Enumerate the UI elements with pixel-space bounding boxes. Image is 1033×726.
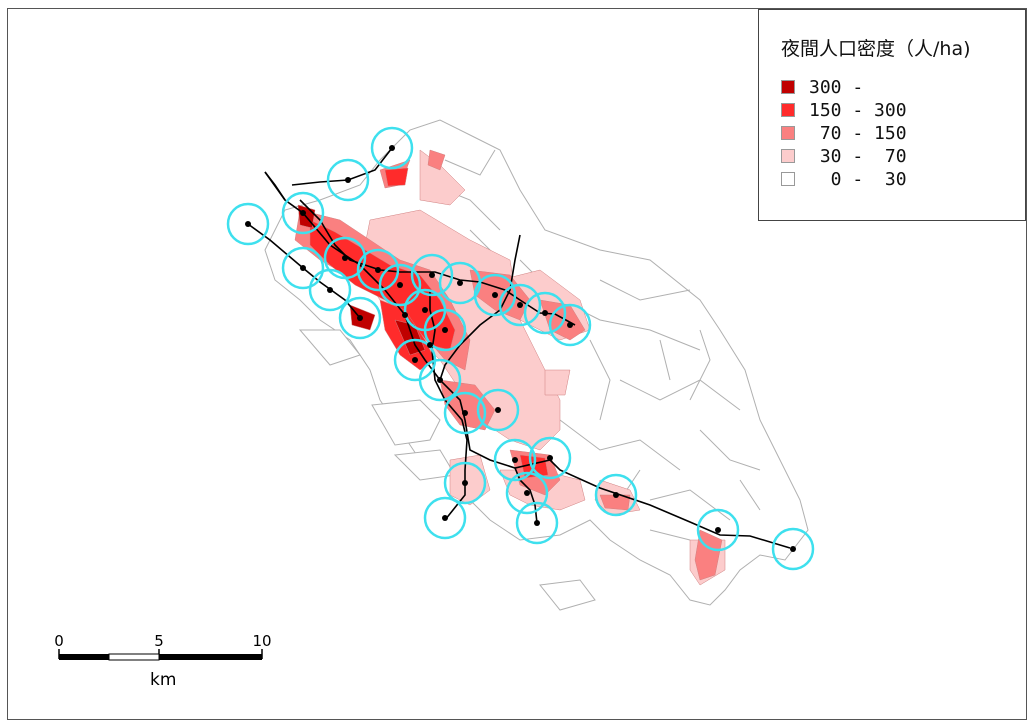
- station-buffer: [548, 303, 592, 347]
- legend-label: 30 - 70: [809, 145, 907, 167]
- station-point: [790, 546, 796, 552]
- station-buffer: [323, 236, 367, 280]
- station-point: [542, 310, 548, 316]
- scale-unit: km: [150, 670, 177, 690]
- station-buffer: [528, 436, 572, 480]
- station-point: [495, 407, 501, 413]
- legend: 夜間人口密度（人/ha) 300 - 150 - 300 70 - 150 30…: [758, 9, 1026, 221]
- station-point: [345, 177, 351, 183]
- station-point: [389, 145, 395, 151]
- station-buffer: [338, 296, 382, 340]
- scale-tick-label: 5: [154, 632, 164, 650]
- station-point: [245, 221, 251, 227]
- station-point: [567, 322, 573, 328]
- station-buffer: [515, 501, 559, 545]
- station-buffer: [696, 508, 740, 552]
- station-buffer: [356, 248, 400, 292]
- density-zone-light: [544, 369, 571, 396]
- station-buffer: [594, 473, 638, 517]
- legend-label: 150 - 300: [809, 99, 907, 121]
- station-point: [517, 302, 523, 308]
- density-zone-mid: [427, 149, 446, 171]
- station-point: [327, 287, 333, 293]
- station-point: [442, 515, 448, 521]
- station-buffers: [226, 126, 815, 571]
- station-buffer: [410, 253, 454, 297]
- district-boundary-1: [419, 149, 761, 541]
- legend-title: 夜間人口密度（人/ha): [781, 38, 971, 60]
- station-point: [457, 280, 463, 286]
- station-buffer: [771, 527, 815, 571]
- stations: [245, 145, 796, 552]
- density-zone-mid: [439, 379, 496, 431]
- legend-label: 300 -: [809, 76, 864, 98]
- density-zone-high: [384, 167, 409, 187]
- station-point: [437, 377, 443, 383]
- station-point: [613, 492, 619, 498]
- station-point: [715, 527, 721, 533]
- station-buffer: [326, 158, 370, 202]
- scale-tick-label: 0: [54, 632, 64, 650]
- rail-line-7: [264, 171, 286, 201]
- station-buffer: [418, 358, 462, 402]
- station-buffer: [476, 388, 520, 432]
- legend-item-30-70: 30 - 70: [781, 145, 907, 167]
- scale-tick-label: 10: [252, 632, 272, 650]
- station-buffer: [423, 496, 467, 540]
- station-point: [300, 265, 306, 271]
- station-point: [512, 457, 518, 463]
- legend-swatch: [781, 80, 795, 94]
- station-buffer: [226, 202, 270, 246]
- coast-reclaim: [371, 399, 441, 446]
- station-point: [357, 315, 363, 321]
- legend-label: 70 - 150: [809, 122, 907, 144]
- station-buffer: [493, 438, 537, 482]
- coast-reclaim-4: [539, 579, 596, 611]
- scale-bar-graphic: [58, 649, 263, 661]
- station-point: [462, 480, 468, 486]
- station-point: [547, 455, 553, 461]
- station-point: [524, 490, 530, 496]
- scale-bar: 0 5 10 km: [50, 632, 280, 692]
- station-buffer: [370, 126, 414, 170]
- station-point: [442, 327, 448, 333]
- station-point: [534, 520, 540, 526]
- station-buffer: [378, 263, 422, 307]
- station-point: [375, 267, 381, 273]
- rail-line-main: [264, 171, 791, 549]
- coast-reclaim-3: [298, 329, 361, 366]
- station-point: [492, 292, 498, 298]
- station-point: [412, 357, 418, 363]
- legend-swatch: [781, 126, 795, 140]
- station-point: [422, 307, 428, 313]
- station-point: [300, 210, 306, 216]
- station-buffer: [523, 291, 567, 335]
- legend-item-0-30: 0 - 30: [781, 168, 907, 190]
- station-point: [429, 272, 435, 278]
- station-point: [397, 282, 403, 288]
- station-point: [342, 255, 348, 261]
- station-point: [462, 410, 468, 416]
- station-buffer: [473, 273, 517, 317]
- station-point: [402, 312, 408, 318]
- legend-swatch: [781, 103, 795, 117]
- station-buffer: [498, 283, 542, 327]
- station-buffer: [281, 246, 325, 290]
- station-buffer: [505, 471, 549, 515]
- legend-item-70-150: 70 - 150: [781, 122, 907, 144]
- station-buffer: [443, 391, 487, 435]
- legend-swatch: [781, 172, 795, 186]
- station-point: [427, 342, 433, 348]
- station-buffer: [443, 461, 487, 505]
- legend-item-150-300: 150 - 300: [781, 99, 907, 121]
- legend-label: 0 - 30: [809, 168, 907, 190]
- legend-swatch: [781, 149, 795, 163]
- legend-item-300-plus: 300 -: [781, 76, 864, 98]
- rail-line-2: [299, 199, 576, 326]
- station-buffer: [281, 191, 325, 235]
- station-buffer: [423, 308, 467, 352]
